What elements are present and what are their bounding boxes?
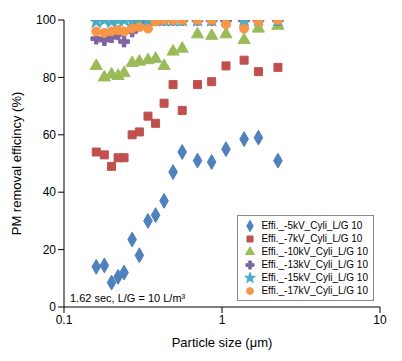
html-text:Effi._-5kV_Cyli_L/G 10: Effi._-5kV_Cyli_L/G 10 (261, 220, 363, 231)
html-text:1.62 sec, L/G = 10 L/m³: 1.62 sec, L/G = 10 L/m³ (70, 292, 186, 304)
svg-text:PM removal efficincy (%): PM removal efficincy (%) (9, 92, 24, 236)
html-text:Effi._-10kV_Cyli_L/G 10: Effi._-10kV_Cyli_L/G 10 (261, 246, 368, 257)
svg-text:40: 40 (43, 185, 57, 199)
html-text:Effi._-17kV_Cyli_L/G 10: Effi._-17kV_Cyli_L/G 10 (261, 285, 368, 296)
svg-text:0.1: 0.1 (56, 313, 73, 327)
svg-text:10: 10 (373, 313, 387, 327)
html-text:Effi._-13kV_Cyli_L/G 10: Effi._-13kV_Cyli_L/G 10 (261, 259, 368, 270)
svg-text:80: 80 (43, 71, 57, 85)
svg-text:20: 20 (43, 243, 57, 257)
svg-text:0: 0 (49, 300, 56, 314)
svg-text:100: 100 (36, 13, 56, 27)
svg-text:60: 60 (43, 128, 57, 142)
svg-text:1: 1 (219, 313, 226, 327)
html-text:Effi._-7kV_Cyli_L/G 10: Effi._-7kV_Cyli_L/G 10 (261, 233, 363, 244)
svg-text:Particle size (μm): Particle size (μm) (172, 335, 273, 350)
html-text:Effi._-15kV_Cyli_L/G 10: Effi._-15kV_Cyli_L/G 10 (261, 272, 368, 283)
